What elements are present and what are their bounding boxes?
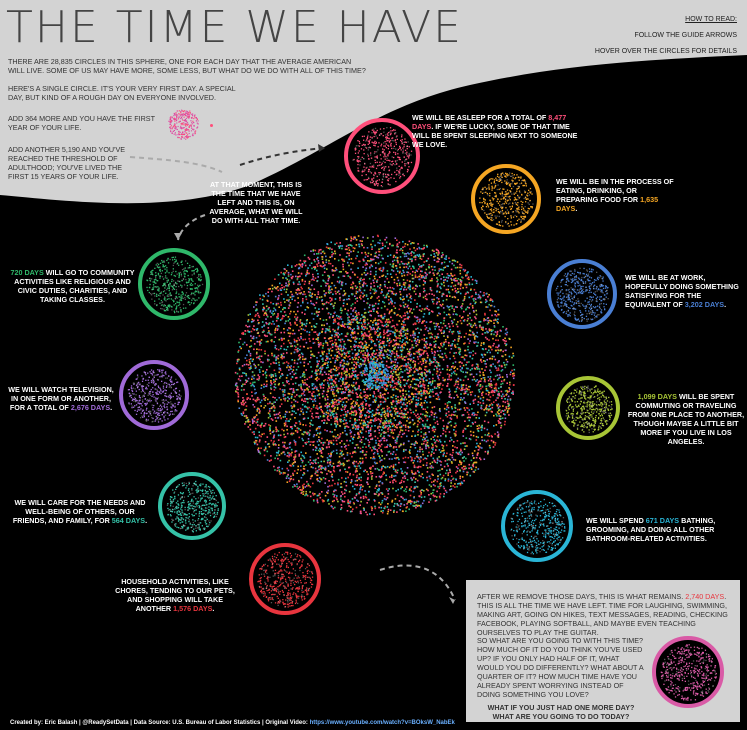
grooming-caption: WE WILL SPEND 671 DAYS BATHING, GROOMING… <box>586 516 716 543</box>
community-circle[interactable] <box>138 248 210 320</box>
sleep-days: 8,477 DAYS <box>412 113 567 131</box>
grooming-circle[interactable] <box>501 490 573 562</box>
work-caption: WE WILL BE AT WORK, HOPEFULLY DOING SOME… <box>625 273 739 309</box>
today-question: WHAT ARE YOU GOING TO DO TODAY? <box>492 712 630 721</box>
commute-caption: 1,099 DAYS WILL BE SPENT COMMUTING OR TR… <box>627 392 745 446</box>
eating-circle[interactable] <box>471 164 541 234</box>
care-circle[interactable] <box>158 472 226 540</box>
community-caption: 720 DAYS WILL GO TO COMMUNITY ACTIVITIES… <box>10 268 135 304</box>
intro-paragraph-1: THERE ARE 28,835 CIRCLES IN THIS SPHERE,… <box>8 57 366 75</box>
care-caption: WE WILL CARE FOR THE NEEDS AND WELL-BEIN… <box>12 498 148 525</box>
footer-author: Created by: Eric Balash <box>10 720 78 726</box>
work-circle[interactable] <box>547 259 617 329</box>
how-to-read: HOW TO READ: FOLLOW THE GUIDE ARROWS HOV… <box>595 12 737 60</box>
tv-days: 2,676 DAYS <box>70 403 111 412</box>
tv-caption: WE WILL WATCH TELEVISION, IN ONE FORM OR… <box>8 385 114 412</box>
center-caption: AT THAT MOMENT, THIS IS THE TIME THAT WE… <box>209 180 303 225</box>
household-circle[interactable] <box>249 543 321 615</box>
household-caption: HOUSEHOLD ACTIVITIES, LIKE CHORES, TENDI… <box>115 577 235 613</box>
footer-handle[interactable]: @ReadySetData <box>82 720 129 726</box>
days-sphere[interactable] <box>228 218 520 530</box>
intro-paragraph-4: ADD ANOTHER 5,190 AND YOU'VE REACHED THE… <box>8 145 126 181</box>
page-title: THE TIME WE HAVE <box>6 2 463 53</box>
remaining-paragraph: AFTER WE REMOVE THOSE DAYS, THIS IS WHAT… <box>477 592 728 637</box>
follow-arrows-hint: FOLLOW THE GUIDE ARROWS <box>634 32 737 39</box>
one-more-day-question: WHAT IF YOU JUST HAD ONE MORE DAY? <box>487 703 635 712</box>
intro-paragraph-2: HERE'S A SINGLE CIRCLE. IT'S YOUR VERY F… <box>8 84 236 102</box>
first-day-dot[interactable] <box>210 124 213 127</box>
eating-days: 1,635 DAYS <box>556 195 659 213</box>
remaining-days: 2,740 DAYS <box>685 592 725 601</box>
intro-paragraph-3: ADD 364 MORE AND YOU HAVE THE FIRST YEAR… <box>8 114 155 132</box>
remaining-days-circle[interactable] <box>652 636 724 708</box>
tv-circle[interactable] <box>119 360 189 430</box>
community-days: 720 DAYS <box>10 268 44 277</box>
footer-credits: Created by: Eric Balash | @ReadySetData … <box>10 720 455 726</box>
footer-video-link[interactable]: https://www.youtube.com/watch?v=BOksW_Na… <box>309 720 455 726</box>
commute-circle[interactable] <box>556 376 620 440</box>
care-days: 564 DAYS <box>111 516 146 525</box>
first-year-cluster[interactable] <box>164 106 202 142</box>
eating-caption: WE WILL BE IN THE PROCESS OF EATING, DRI… <box>556 177 674 213</box>
commute-days: 1,099 DAYS <box>637 392 677 401</box>
sleep-caption: WE WILL BE ASLEEP FOR A TOTAL OF 8,477 D… <box>412 113 578 149</box>
hover-hint: HOVER OVER THE CIRCLES FOR DETAILS <box>594 48 737 55</box>
household-days: 1,576 DAYS <box>173 604 213 613</box>
footer-video-label: Original Video: <box>265 720 308 726</box>
how-to-read-label: HOW TO READ: <box>685 16 737 23</box>
grooming-days: 671 DAYS <box>645 516 680 525</box>
sleep-circle[interactable] <box>344 118 420 194</box>
work-days: 3,202 DAYS <box>684 300 725 309</box>
questions-paragraph: SO WHAT ARE YOU GOING TO WITH THIS TIME?… <box>477 636 644 699</box>
footer-source: Data Source: U.S. Bureau of Labor Statis… <box>133 720 261 726</box>
